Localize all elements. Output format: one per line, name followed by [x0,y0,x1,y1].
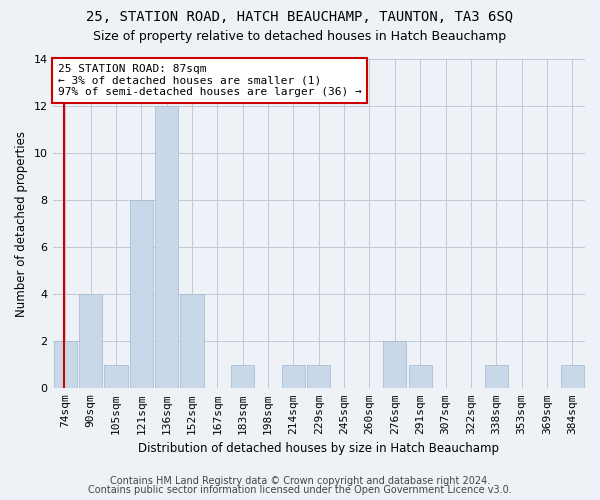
Bar [282,365,305,388]
Bar [231,365,254,388]
Bar [79,294,102,388]
Y-axis label: Number of detached properties: Number of detached properties [15,130,28,316]
Bar [383,342,406,388]
Bar [53,342,77,388]
Text: 25, STATION ROAD, HATCH BEAUCHAMP, TAUNTON, TA3 6SQ: 25, STATION ROAD, HATCH BEAUCHAMP, TAUNT… [86,10,514,24]
Bar [155,106,178,389]
Text: Size of property relative to detached houses in Hatch Beauchamp: Size of property relative to detached ho… [94,30,506,43]
X-axis label: Distribution of detached houses by size in Hatch Beauchamp: Distribution of detached houses by size … [138,442,499,455]
Text: 25 STATION ROAD: 87sqm
← 3% of detached houses are smaller (1)
97% of semi-detac: 25 STATION ROAD: 87sqm ← 3% of detached … [58,64,362,97]
Bar [485,365,508,388]
Bar [104,365,128,388]
Bar [307,365,331,388]
Bar [130,200,153,388]
Bar [181,294,203,388]
Bar [560,365,584,388]
Text: Contains HM Land Registry data © Crown copyright and database right 2024.: Contains HM Land Registry data © Crown c… [110,476,490,486]
Bar [409,365,432,388]
Text: Contains public sector information licensed under the Open Government Licence v3: Contains public sector information licen… [88,485,512,495]
